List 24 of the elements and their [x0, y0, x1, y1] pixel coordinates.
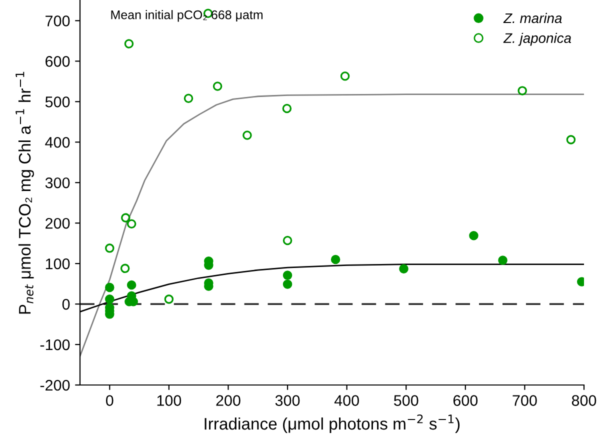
x-axis-title: Irradiance (μmol photons m$^{−2}$ s$^{−1}$)	[204, 414, 460, 434]
y-tick-label: 700	[46, 16, 70, 26]
x-tick-label: 600	[453, 395, 478, 406]
x-tick-label: 500	[394, 395, 418, 406]
y-axis-title: P$_{net}$ μmol TCO₂ mg Chl a$^{−1}$ hr$^{−1}$	[16, 72, 34, 314]
legend-label: Z. marina	[503, 12, 562, 24]
x-tick-label: 800	[572, 395, 596, 406]
y-tick-label: 600	[46, 56, 70, 67]
y-tick-label: 100	[46, 258, 70, 270]
y-tick-label: 300	[45, 177, 70, 188]
y-tick-label: 200	[46, 218, 70, 229]
y-tick-label: 500	[45, 96, 70, 108]
x-tick-label: 300	[275, 395, 300, 406]
x-tick-label: 100	[157, 395, 182, 406]
legend-label: Z. japonica	[503, 32, 572, 46]
x-tick-label: 0	[106, 395, 114, 406]
y-tick-label: 400	[45, 136, 70, 148]
x-tick-label: 700	[512, 395, 537, 406]
y-tick-label: -100	[40, 339, 70, 350]
y-tick-label: -200	[40, 380, 70, 391]
x-tick-label: 400	[334, 395, 359, 406]
y-tick-label: 0	[62, 298, 70, 310]
annotation: Mean initial pCO₂ 668 μatm	[111, 10, 263, 22]
x-tick-label: 200	[216, 395, 240, 406]
